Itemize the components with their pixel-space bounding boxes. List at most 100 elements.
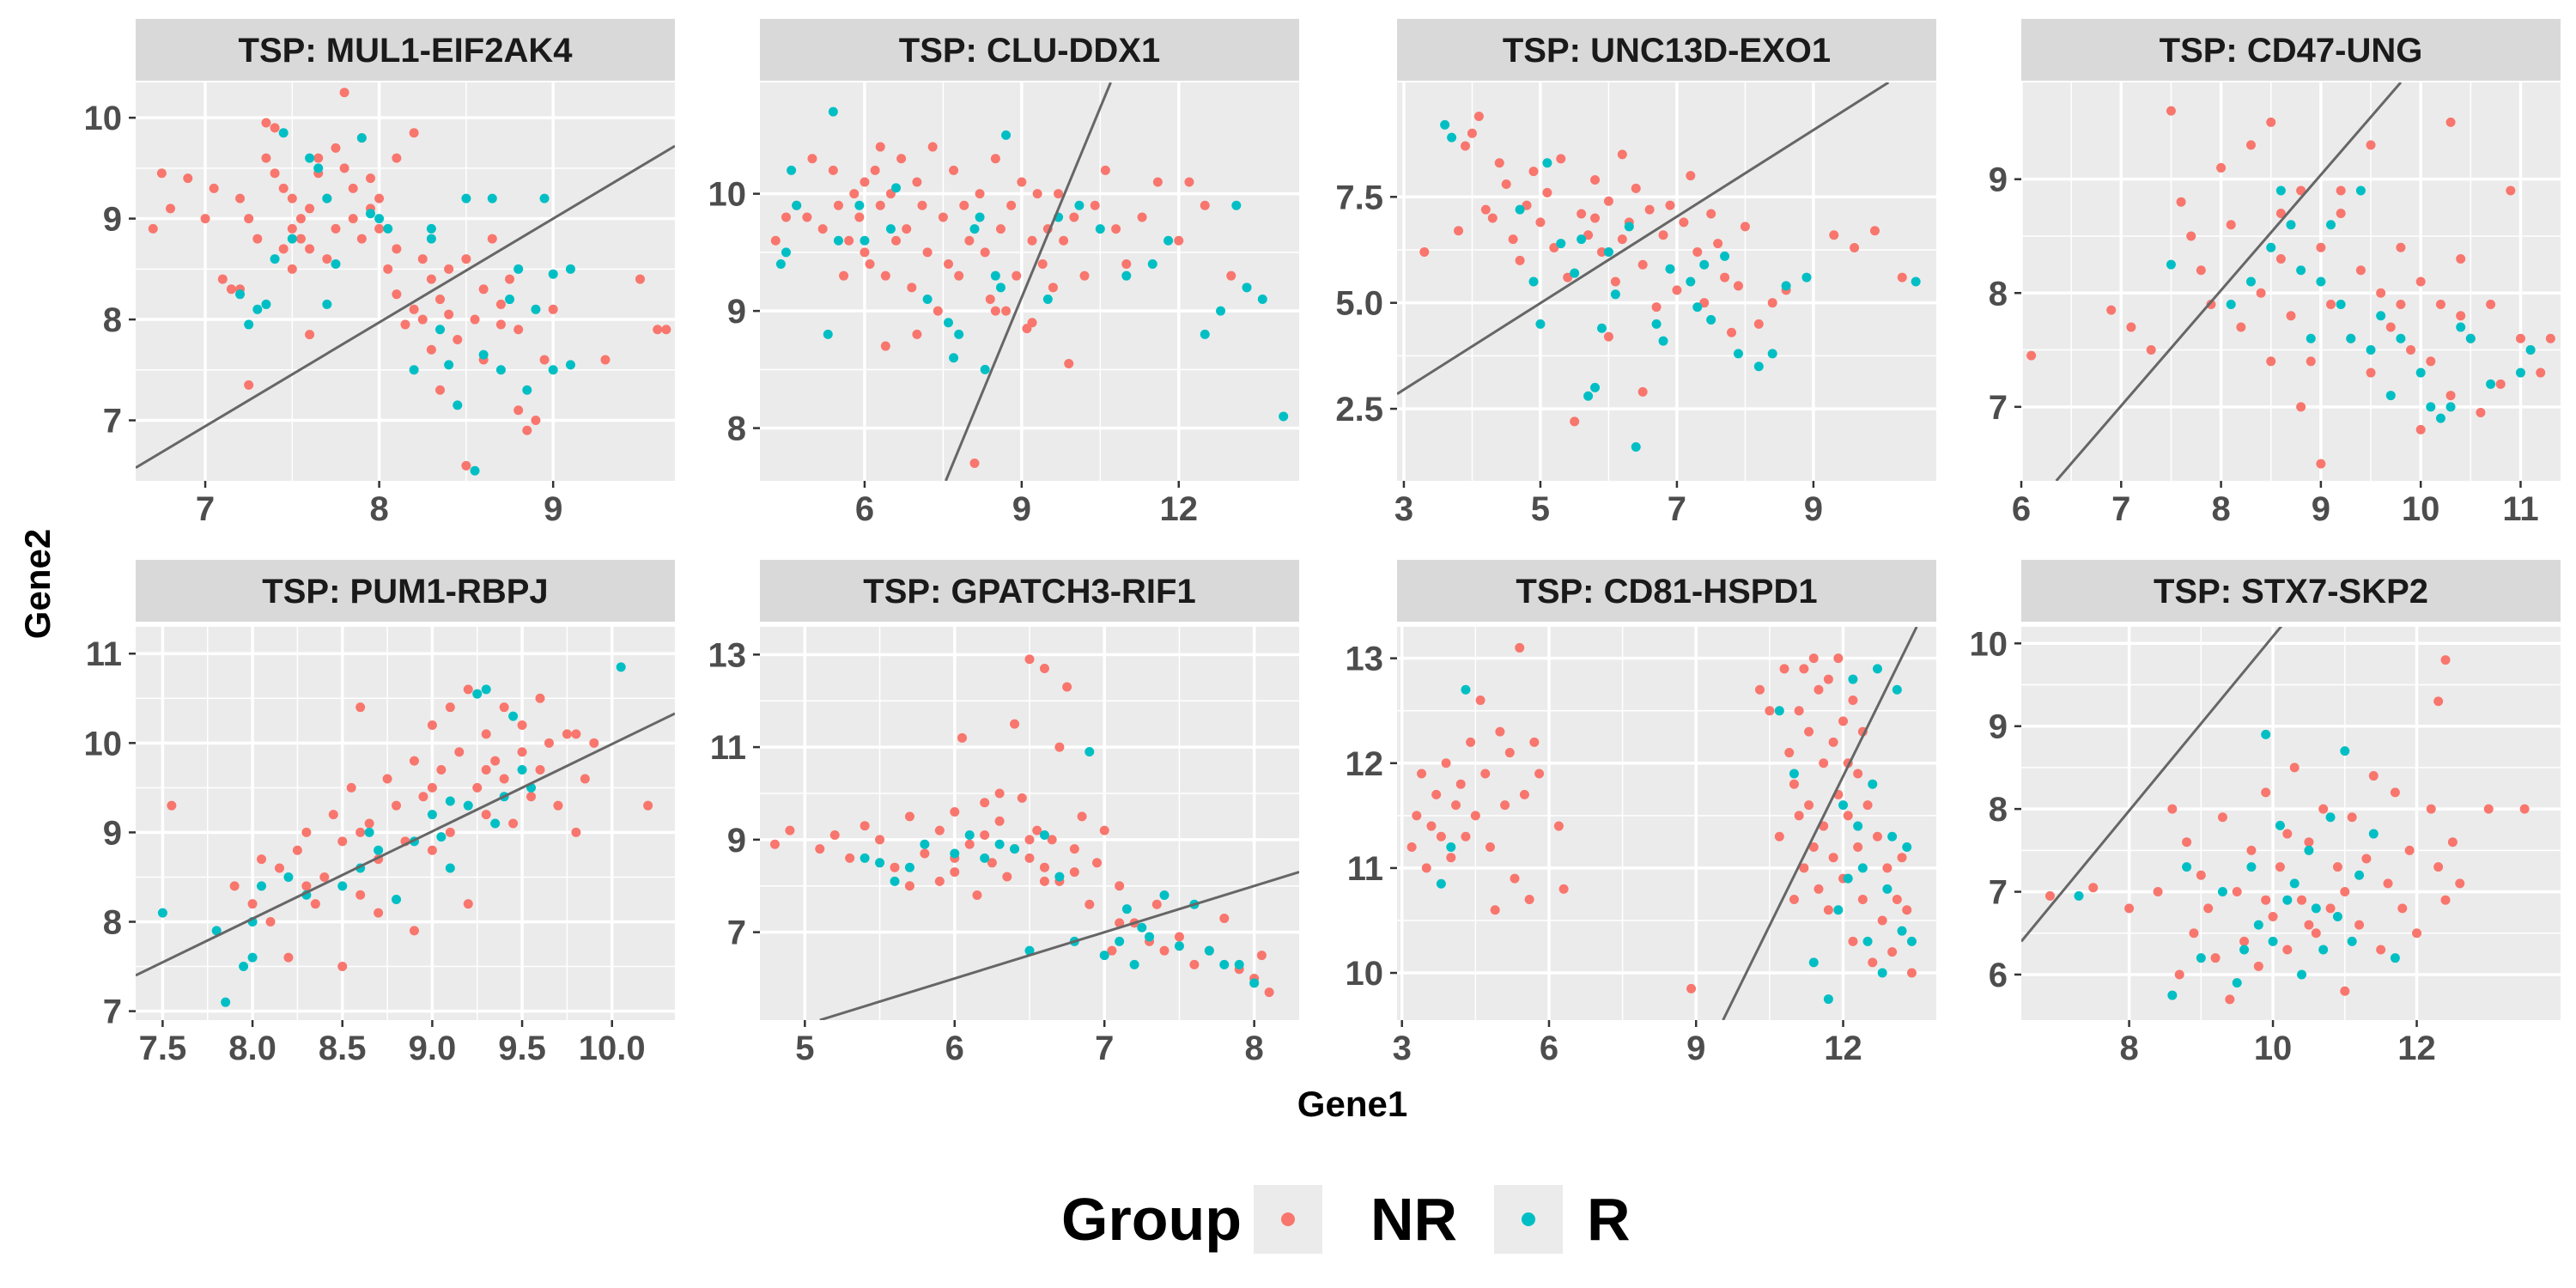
point-nr [1727, 327, 1737, 337]
point-r [539, 193, 550, 204]
point-r [211, 926, 222, 936]
point-r [1219, 959, 1230, 969]
point-nr [2396, 242, 2406, 252]
facet-panel-5: TSP: PUM1-RBPJ 7.5 8.0 8.5 9.0 9.5 10.0 7 8 9 10 11 [84, 560, 675, 1067]
point-nr [426, 274, 436, 284]
point-r [2336, 300, 2346, 310]
point-nr [865, 259, 875, 270]
point-nr [817, 224, 828, 234]
point-nr [499, 774, 509, 784]
facet-title: TSP: MUL1-EIF2AK4 [239, 32, 574, 70]
point-nr [1720, 272, 1730, 283]
point-nr [1877, 915, 1887, 926]
point-nr [481, 810, 491, 820]
point-nr [2368, 771, 2379, 781]
point-nr [1808, 841, 1819, 852]
point-nr [1064, 359, 1074, 369]
point-nr [2426, 356, 2436, 367]
point-nr [995, 224, 1005, 234]
point-nr [1897, 853, 1907, 863]
data-points [2026, 106, 2555, 469]
point-nr [1631, 183, 1641, 193]
point-nr [1151, 899, 1162, 909]
point-nr [1054, 742, 1065, 752]
point-nr [1553, 821, 1564, 831]
facet-strip [760, 560, 1299, 622]
point-r [920, 839, 930, 849]
point-r [1436, 878, 1446, 889]
point-nr [513, 405, 524, 416]
facet-panel-8: TSP: STX7-SKP2 8 10 12 6 7 8 9 10 [1970, 560, 2561, 1067]
point-nr [845, 853, 855, 863]
point-nr [490, 756, 501, 766]
point-r [287, 234, 297, 244]
point-nr [1828, 737, 1838, 747]
point-nr [495, 319, 506, 330]
point-nr [1436, 831, 1446, 841]
point-nr [1012, 270, 1022, 281]
point-nr [1556, 154, 1566, 164]
point-nr [1069, 212, 1079, 222]
point-r [1024, 945, 1035, 956]
point-nr [499, 702, 509, 713]
point-nr [1843, 811, 1853, 821]
point-nr [1833, 653, 1844, 664]
legend-label-nr: NR [1370, 1186, 1457, 1253]
point-nr [2340, 887, 2350, 897]
y-tick-label: 11 [710, 729, 746, 767]
y-tick-label: 11 [86, 635, 122, 673]
point-r [2435, 413, 2445, 423]
point-nr [2266, 117, 2276, 127]
point-nr [1189, 959, 1200, 969]
point-nr [287, 193, 297, 204]
point-nr [807, 154, 817, 164]
y-tick-label: 13 [1346, 641, 1384, 678]
point-nr [829, 829, 840, 840]
point-nr [643, 800, 653, 811]
point-nr [1814, 884, 1824, 894]
point-nr [880, 341, 890, 351]
point-r [2232, 978, 2242, 988]
point-nr [418, 792, 428, 802]
point-r [2396, 333, 2406, 343]
point-r [2268, 936, 2278, 946]
point-nr [217, 274, 228, 284]
point-nr [653, 325, 663, 335]
y-tick-label: 13 [708, 636, 747, 674]
point-nr [2217, 812, 2227, 823]
point-nr [2483, 804, 2494, 814]
point-r [1610, 289, 1620, 300]
point-nr [417, 254, 428, 264]
x-tick-label: 8 [2211, 490, 2230, 528]
point-r [1147, 259, 1157, 270]
point-nr [1121, 259, 1132, 270]
point-r [548, 269, 558, 279]
point-nr [2412, 928, 2422, 939]
point-nr [1754, 684, 1765, 695]
point-nr [1419, 246, 1430, 257]
point-r [1174, 941, 1184, 951]
y-tick-label: 7 [727, 914, 746, 952]
point-r [548, 365, 558, 375]
legend: Group NR R [1061, 1185, 1631, 1254]
x-tick-label: 5 [795, 1030, 814, 1067]
point-r [775, 259, 786, 270]
point-r [792, 200, 802, 210]
point-r [1535, 319, 1546, 329]
point-r [1542, 158, 1552, 168]
data-points [1406, 642, 1917, 1005]
point-nr [1500, 800, 1510, 811]
point-r [943, 318, 953, 328]
point-r [2297, 969, 2307, 980]
facet-title: TSP: STX7-SKP2 [2154, 573, 2428, 611]
point-nr [1713, 239, 1723, 249]
point-nr [409, 304, 419, 314]
y-tick-label: 7 [103, 403, 122, 440]
point-r [1699, 259, 1710, 270]
point-nr [1519, 789, 1529, 799]
point-r [1054, 872, 1065, 882]
point-nr [994, 816, 1005, 826]
point-nr [860, 177, 870, 187]
point-nr [2545, 333, 2555, 343]
